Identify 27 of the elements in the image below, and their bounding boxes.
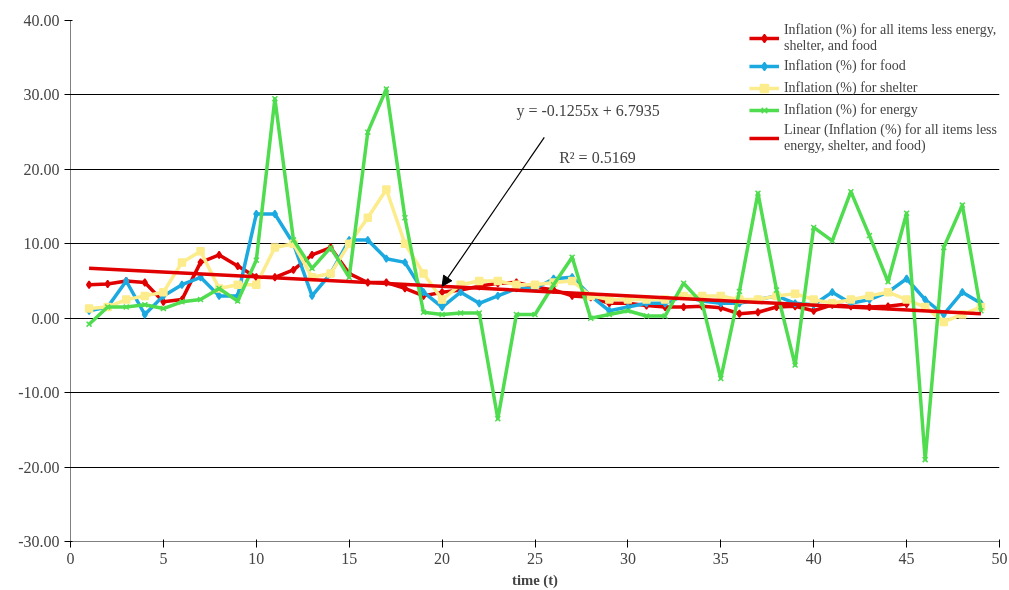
y-tick-label: 10.00 xyxy=(23,235,60,253)
annotation: y = -0.1255x + 6.7935 xyxy=(516,101,660,120)
x-tick-label: 45 xyxy=(898,549,915,567)
x-tick-label: 0 xyxy=(66,549,75,567)
legend-label: Inflation (%) for food xyxy=(783,58,906,74)
x-tick-label: 20 xyxy=(434,549,451,567)
x-axis-title: time (t) xyxy=(512,571,559,589)
x-tick-label: 10 xyxy=(248,549,265,567)
x-tick-label: 50 xyxy=(991,549,1008,567)
y-tick-label: 30.00 xyxy=(23,86,60,104)
y-tick-label: 40.00 xyxy=(23,12,60,29)
y-tick-label: 20.00 xyxy=(23,160,60,178)
legend-label: Inflation (%) for shelter xyxy=(783,80,918,96)
legend-label: Inflation (%) for energy xyxy=(783,102,918,118)
x-tick-label: 35 xyxy=(712,549,729,567)
x-tick-label: 5 xyxy=(159,549,168,567)
legend-label: Linear (Inflation (%) for all items less energy, shelter, and food) xyxy=(783,122,997,154)
annotation: R² = 0.5169 xyxy=(559,148,636,166)
x-tick-label: 25 xyxy=(527,549,543,567)
x-tick-label: 30 xyxy=(619,549,636,567)
legend-label: Inflation (%) for all items less energy, shelter, and food xyxy=(783,22,997,54)
x-tick-label: 40 xyxy=(805,549,822,567)
y-tick-label: -20.00 xyxy=(18,458,60,476)
y-tick-label: -30.00 xyxy=(18,533,60,550)
y-tick-label: -10.00 xyxy=(18,384,60,402)
x-tick-label: 15 xyxy=(341,549,358,567)
y-tick-label: 0.00 xyxy=(31,309,60,327)
